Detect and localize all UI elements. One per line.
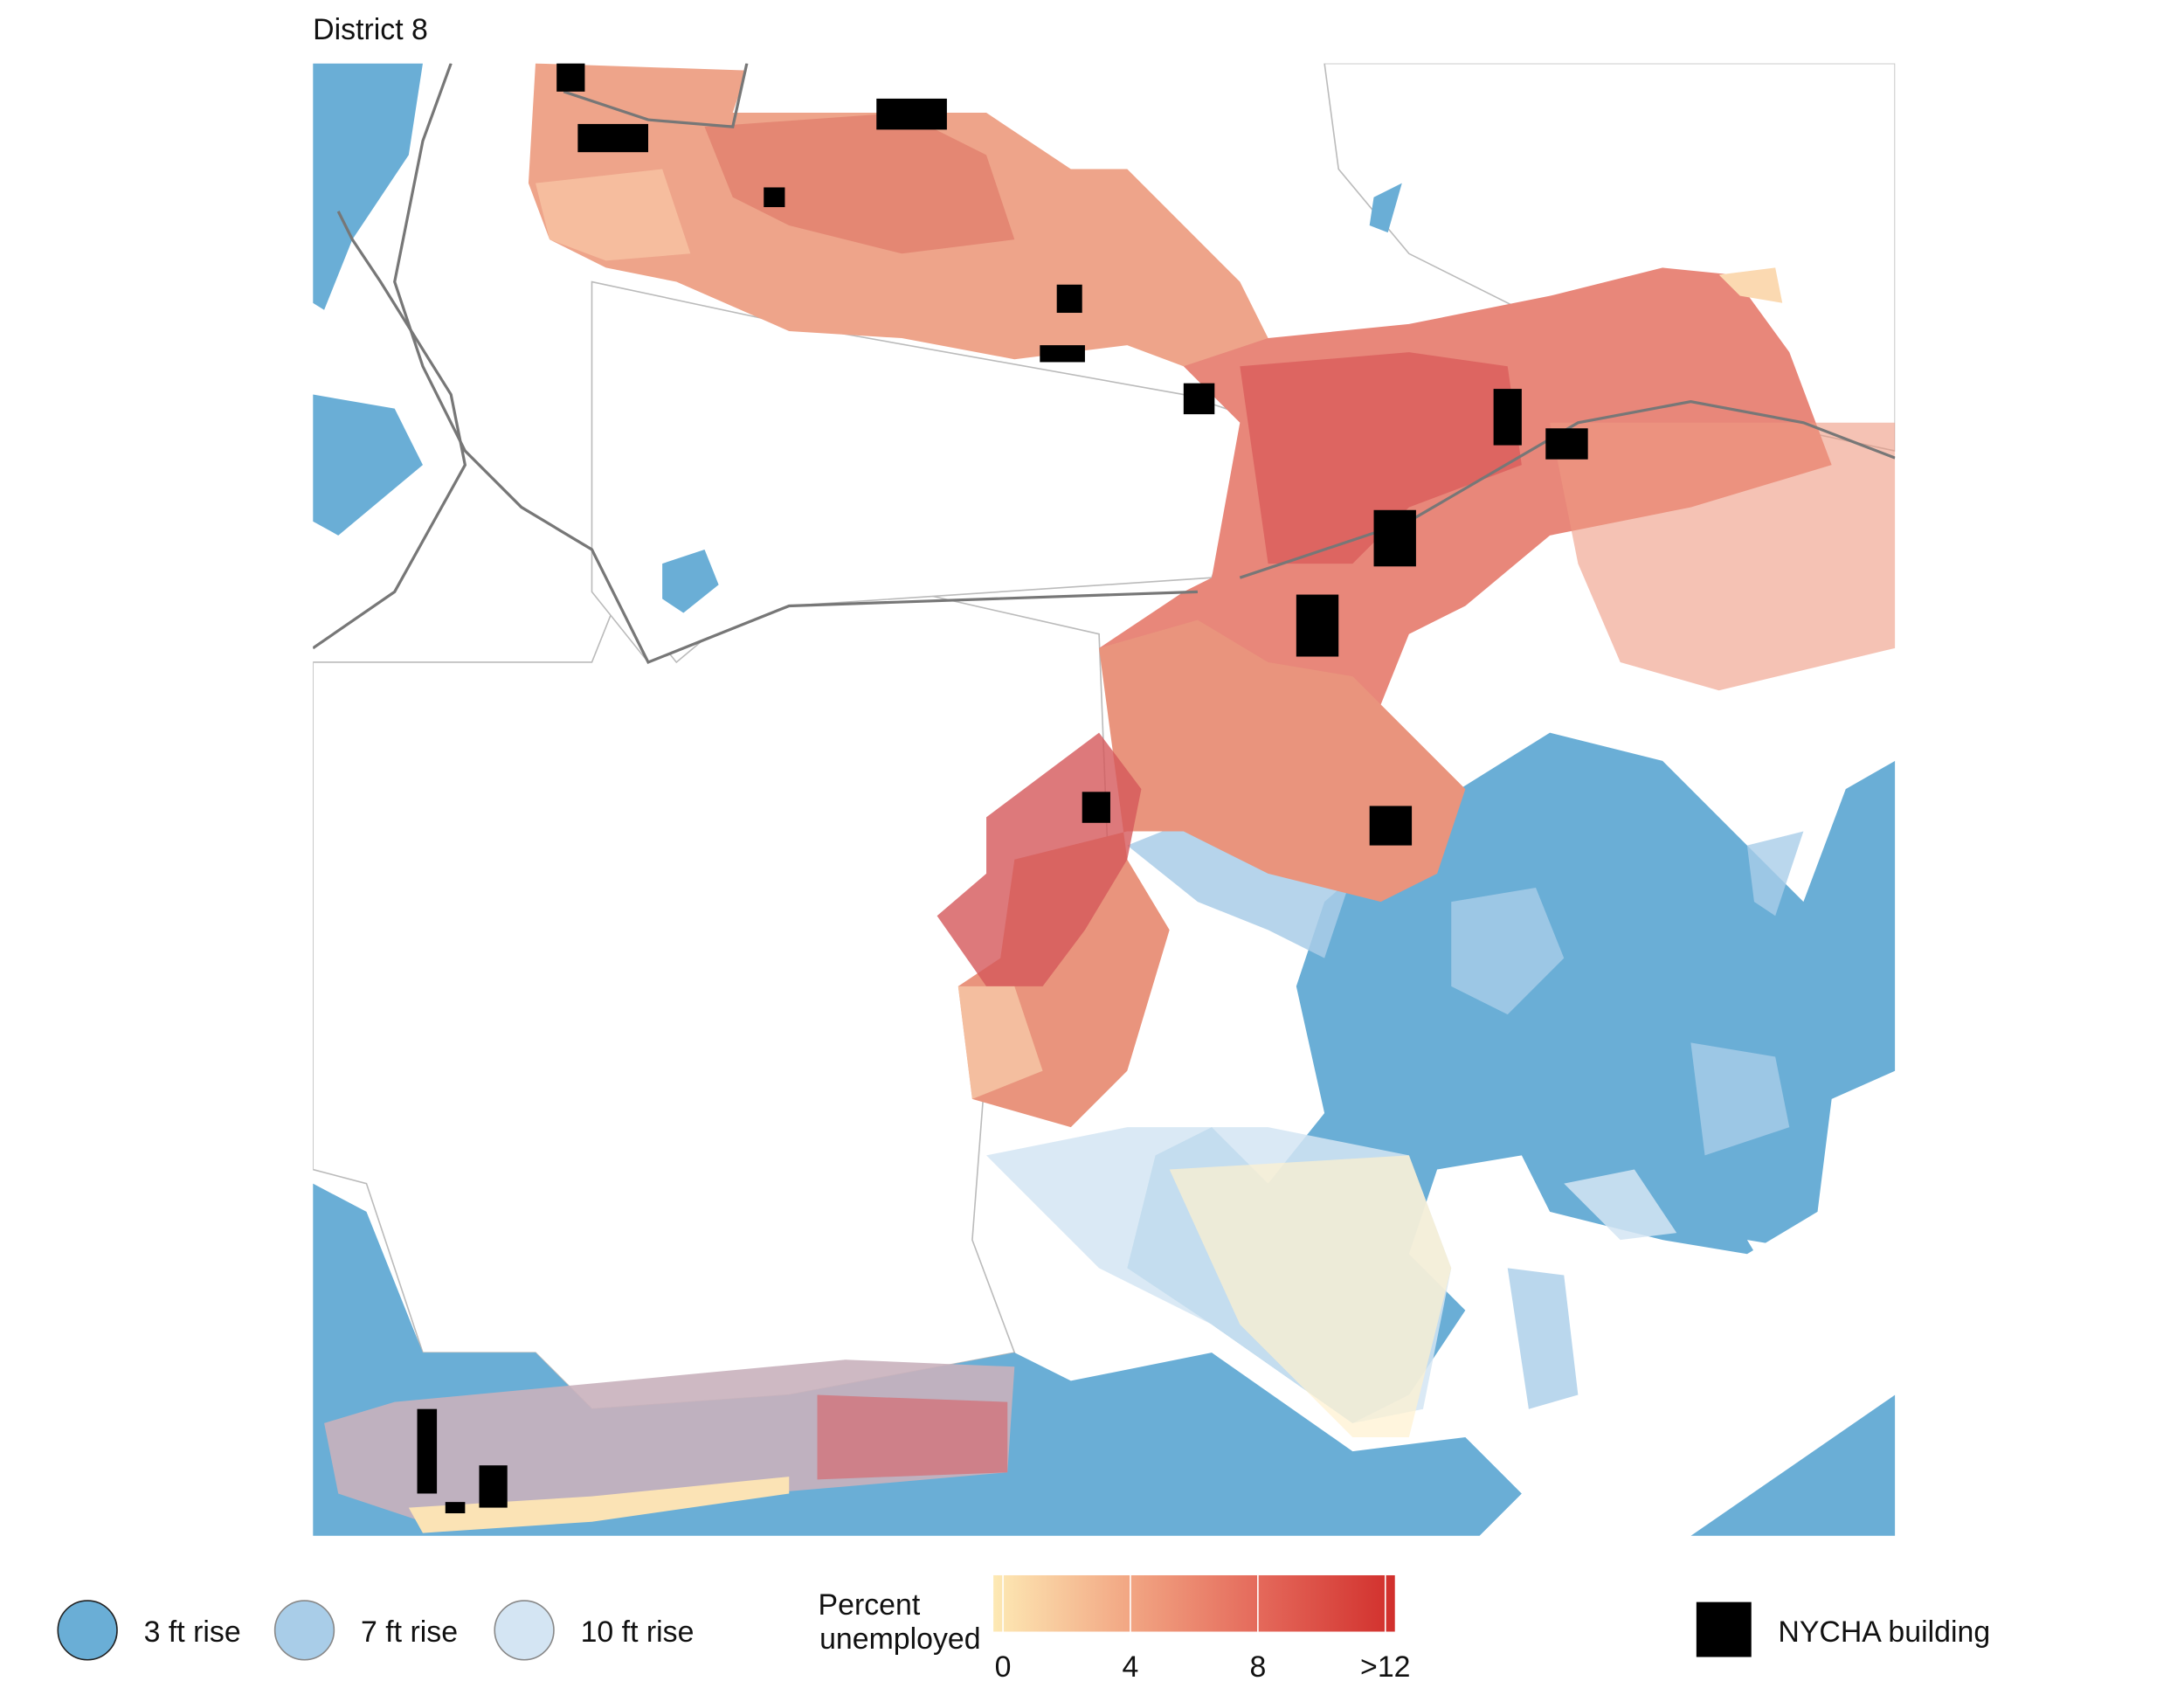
flood-label: 3 ft rise (144, 1615, 241, 1649)
colorbar-tick-label: 0 (995, 1650, 1012, 1684)
flood-swatch (273, 1600, 335, 1661)
colorbar-title: Percent (819, 1588, 921, 1622)
nycha-label: NYCHA building (1778, 1615, 1990, 1649)
nycha-swatch (1696, 1602, 1752, 1657)
colorbar-title: unemployed (819, 1622, 980, 1656)
flood-label: 7 ft rise (361, 1615, 458, 1649)
flood-legend: 3 ft rise 7 ft rise 10 ft rise (57, 1600, 695, 1661)
map-title: District 8 (313, 13, 428, 46)
colorbar-tick-label: 8 (1249, 1650, 1266, 1684)
colorbar-bar (993, 1574, 1395, 1632)
flood-swatch (494, 1600, 555, 1661)
colorbar-tick-label: 4 (1123, 1650, 1139, 1684)
map (313, 63, 1896, 1536)
flood-swatch (57, 1600, 118, 1661)
flood-label: 10 ft rise (581, 1615, 695, 1649)
colorbar-tick-label: >12 (1360, 1650, 1410, 1684)
colorbar: Percent unemployed 0 4 8 >12 (819, 1574, 1411, 1684)
